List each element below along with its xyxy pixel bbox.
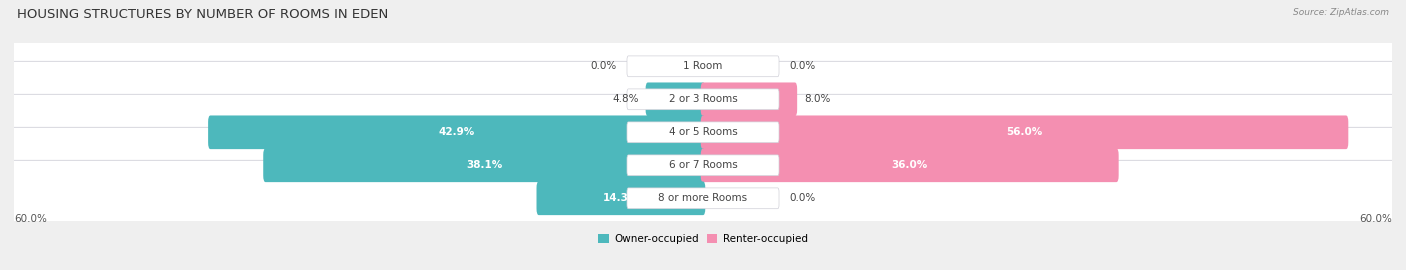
FancyBboxPatch shape <box>8 28 1398 104</box>
FancyBboxPatch shape <box>700 116 1348 149</box>
FancyBboxPatch shape <box>627 56 779 77</box>
Text: 6 or 7 Rooms: 6 or 7 Rooms <box>669 160 737 170</box>
Text: 0.0%: 0.0% <box>591 61 617 71</box>
Text: HOUSING STRUCTURES BY NUMBER OF ROOMS IN EDEN: HOUSING STRUCTURES BY NUMBER OF ROOMS IN… <box>17 8 388 21</box>
FancyBboxPatch shape <box>700 82 797 116</box>
FancyBboxPatch shape <box>8 127 1398 203</box>
Text: 56.0%: 56.0% <box>1007 127 1043 137</box>
FancyBboxPatch shape <box>263 148 706 182</box>
Text: Source: ZipAtlas.com: Source: ZipAtlas.com <box>1294 8 1389 17</box>
Text: 38.1%: 38.1% <box>467 160 502 170</box>
Text: 8 or more Rooms: 8 or more Rooms <box>658 193 748 203</box>
FancyBboxPatch shape <box>645 82 706 116</box>
Text: 60.0%: 60.0% <box>1360 214 1392 224</box>
FancyBboxPatch shape <box>537 181 706 215</box>
Text: 2 or 3 Rooms: 2 or 3 Rooms <box>669 94 737 104</box>
FancyBboxPatch shape <box>627 188 779 209</box>
FancyBboxPatch shape <box>8 160 1398 236</box>
Text: 14.3%: 14.3% <box>603 193 640 203</box>
FancyBboxPatch shape <box>627 122 779 143</box>
Text: 0.0%: 0.0% <box>789 193 815 203</box>
Text: 8.0%: 8.0% <box>804 94 831 104</box>
Text: 0.0%: 0.0% <box>789 61 815 71</box>
Legend: Owner-occupied, Renter-occupied: Owner-occupied, Renter-occupied <box>595 230 811 248</box>
FancyBboxPatch shape <box>208 116 706 149</box>
Text: 60.0%: 60.0% <box>14 214 46 224</box>
FancyBboxPatch shape <box>627 155 779 176</box>
FancyBboxPatch shape <box>8 61 1398 137</box>
FancyBboxPatch shape <box>627 89 779 110</box>
Text: 4.8%: 4.8% <box>612 94 638 104</box>
Text: 36.0%: 36.0% <box>891 160 928 170</box>
Text: 42.9%: 42.9% <box>439 127 475 137</box>
FancyBboxPatch shape <box>8 94 1398 170</box>
Text: 1 Room: 1 Room <box>683 61 723 71</box>
Text: 4 or 5 Rooms: 4 or 5 Rooms <box>669 127 737 137</box>
FancyBboxPatch shape <box>700 148 1119 182</box>
